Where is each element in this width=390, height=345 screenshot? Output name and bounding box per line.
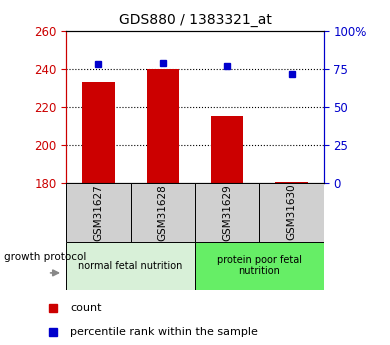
Text: protein poor fetal
nutrition: protein poor fetal nutrition: [217, 255, 302, 276]
Bar: [66, 183, 131, 242]
Title: GDS880 / 1383321_at: GDS880 / 1383321_at: [119, 13, 271, 27]
Bar: [66, 241, 195, 290]
Text: GSM31629: GSM31629: [222, 184, 232, 240]
Text: GSM31630: GSM31630: [287, 184, 296, 240]
Bar: [82, 82, 115, 183]
Bar: [195, 183, 259, 242]
Bar: [131, 183, 195, 242]
Text: GSM31628: GSM31628: [158, 184, 168, 240]
Bar: [195, 241, 324, 290]
Bar: [147, 69, 179, 183]
Text: growth protocol: growth protocol: [4, 252, 86, 262]
Bar: [275, 182, 308, 183]
Text: percentile rank within the sample: percentile rank within the sample: [70, 327, 258, 337]
Text: count: count: [70, 303, 101, 313]
Bar: [211, 117, 243, 183]
Text: GSM31627: GSM31627: [94, 184, 103, 240]
Bar: [259, 183, 324, 242]
Text: normal fetal nutrition: normal fetal nutrition: [78, 261, 183, 270]
